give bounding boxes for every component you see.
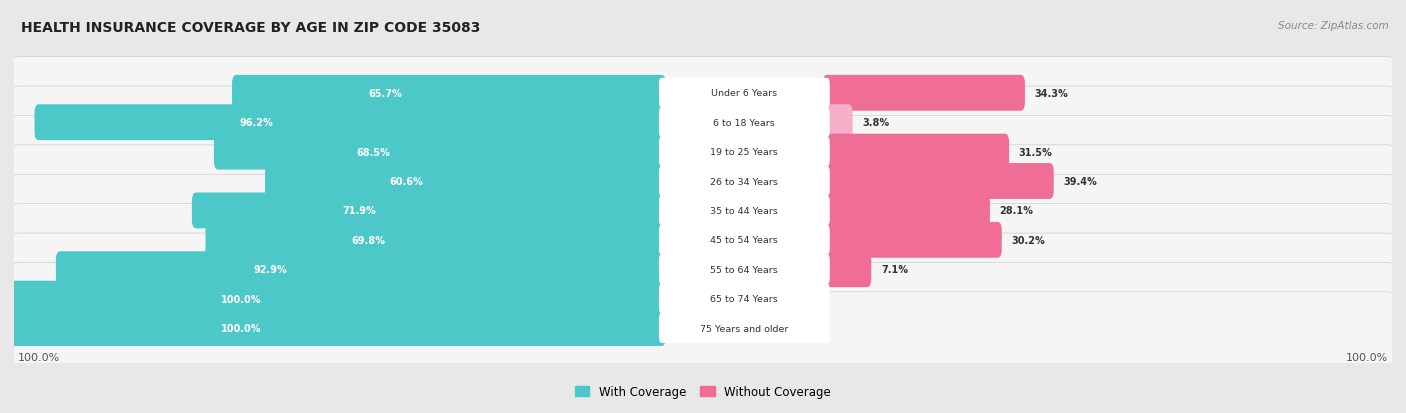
FancyBboxPatch shape (7, 87, 1399, 159)
Text: Under 6 Years: Under 6 Years (711, 89, 778, 98)
FancyBboxPatch shape (659, 137, 830, 167)
Text: 19 to 25 Years: 19 to 25 Years (710, 148, 778, 157)
FancyBboxPatch shape (232, 76, 666, 112)
Text: 69.8%: 69.8% (352, 235, 385, 245)
Text: 100.0%: 100.0% (1346, 353, 1388, 363)
Text: 60.6%: 60.6% (389, 177, 423, 187)
FancyBboxPatch shape (56, 252, 666, 287)
Text: 3.8%: 3.8% (862, 118, 890, 128)
FancyBboxPatch shape (659, 254, 830, 285)
FancyBboxPatch shape (7, 233, 1399, 306)
Text: 100.0%: 100.0% (221, 294, 262, 304)
Text: 71.9%: 71.9% (342, 206, 375, 216)
FancyBboxPatch shape (7, 263, 1399, 335)
Text: 34.3%: 34.3% (1035, 88, 1069, 99)
Text: 35 to 44 Years: 35 to 44 Years (710, 206, 779, 216)
FancyBboxPatch shape (10, 281, 666, 317)
FancyBboxPatch shape (266, 164, 666, 199)
Text: Source: ZipAtlas.com: Source: ZipAtlas.com (1278, 21, 1389, 31)
FancyBboxPatch shape (205, 222, 666, 258)
Text: HEALTH INSURANCE COVERAGE BY AGE IN ZIP CODE 35083: HEALTH INSURANCE COVERAGE BY AGE IN ZIP … (21, 21, 481, 35)
FancyBboxPatch shape (191, 193, 666, 229)
FancyBboxPatch shape (823, 193, 990, 229)
FancyBboxPatch shape (659, 78, 830, 109)
FancyBboxPatch shape (823, 76, 1025, 112)
Text: 65.7%: 65.7% (368, 88, 402, 99)
FancyBboxPatch shape (7, 145, 1399, 218)
Text: 39.4%: 39.4% (1063, 177, 1097, 187)
Text: 31.5%: 31.5% (1019, 147, 1053, 157)
FancyBboxPatch shape (823, 105, 852, 141)
FancyBboxPatch shape (659, 166, 830, 197)
FancyBboxPatch shape (10, 310, 666, 346)
Text: 100.0%: 100.0% (18, 353, 60, 363)
Text: 65 to 74 Years: 65 to 74 Years (710, 294, 778, 304)
Text: 68.5%: 68.5% (356, 147, 391, 157)
FancyBboxPatch shape (659, 284, 830, 314)
Text: 96.2%: 96.2% (240, 118, 274, 128)
Legend: With Coverage, Without Coverage: With Coverage, Without Coverage (575, 385, 831, 399)
Text: 26 to 34 Years: 26 to 34 Years (710, 177, 779, 186)
FancyBboxPatch shape (7, 292, 1399, 364)
FancyBboxPatch shape (7, 57, 1399, 130)
Text: 7.1%: 7.1% (882, 265, 908, 275)
FancyBboxPatch shape (659, 108, 830, 138)
Text: 28.1%: 28.1% (1000, 206, 1033, 216)
FancyBboxPatch shape (659, 313, 830, 343)
FancyBboxPatch shape (823, 222, 1001, 258)
Text: 100.0%: 100.0% (221, 323, 262, 333)
FancyBboxPatch shape (7, 116, 1399, 188)
FancyBboxPatch shape (823, 164, 1053, 199)
FancyBboxPatch shape (35, 105, 666, 141)
FancyBboxPatch shape (7, 204, 1399, 276)
Text: 55 to 64 Years: 55 to 64 Years (710, 265, 778, 274)
FancyBboxPatch shape (823, 134, 1010, 170)
Text: 30.2%: 30.2% (1011, 235, 1045, 245)
FancyBboxPatch shape (659, 225, 830, 255)
FancyBboxPatch shape (659, 196, 830, 226)
Text: 92.9%: 92.9% (253, 265, 287, 275)
Text: 75 Years and older: 75 Years and older (700, 324, 789, 333)
Text: 6 to 18 Years: 6 to 18 Years (713, 119, 775, 127)
FancyBboxPatch shape (823, 252, 872, 287)
FancyBboxPatch shape (7, 175, 1399, 247)
Text: 45 to 54 Years: 45 to 54 Years (710, 236, 778, 245)
FancyBboxPatch shape (214, 134, 666, 170)
